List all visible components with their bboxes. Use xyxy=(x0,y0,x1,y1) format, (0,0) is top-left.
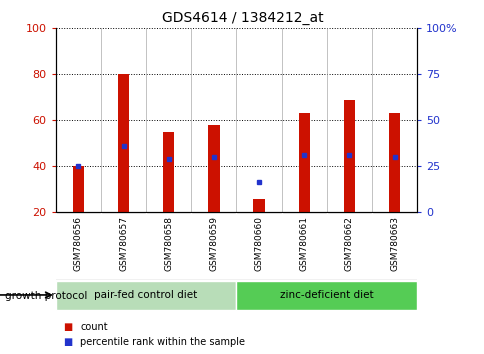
Text: GSM780662: GSM780662 xyxy=(344,216,353,271)
Text: GSM780656: GSM780656 xyxy=(74,216,83,271)
Text: count: count xyxy=(80,322,107,332)
Bar xyxy=(236,281,416,310)
Bar xyxy=(73,166,84,212)
Bar xyxy=(298,113,309,212)
Text: GSM780658: GSM780658 xyxy=(164,216,173,271)
Bar xyxy=(388,113,399,212)
Bar xyxy=(56,281,236,310)
Bar xyxy=(343,100,354,212)
Bar xyxy=(208,125,219,212)
Text: zinc-deficient diet: zinc-deficient diet xyxy=(279,290,373,300)
Bar xyxy=(163,132,174,212)
Text: GSM780659: GSM780659 xyxy=(209,216,218,271)
Text: GSM780660: GSM780660 xyxy=(254,216,263,271)
Text: ■: ■ xyxy=(63,337,72,347)
Bar xyxy=(253,199,264,212)
Bar xyxy=(118,74,129,212)
Text: growth protocol: growth protocol xyxy=(5,291,87,301)
Text: GSM780661: GSM780661 xyxy=(299,216,308,271)
Text: ■: ■ xyxy=(63,322,72,332)
Text: percentile rank within the sample: percentile rank within the sample xyxy=(80,337,244,347)
Text: pair-fed control diet: pair-fed control diet xyxy=(94,290,197,300)
Text: GSM780663: GSM780663 xyxy=(389,216,398,271)
Text: GSM780657: GSM780657 xyxy=(119,216,128,271)
Text: GDS4614 / 1384212_at: GDS4614 / 1384212_at xyxy=(161,11,323,25)
